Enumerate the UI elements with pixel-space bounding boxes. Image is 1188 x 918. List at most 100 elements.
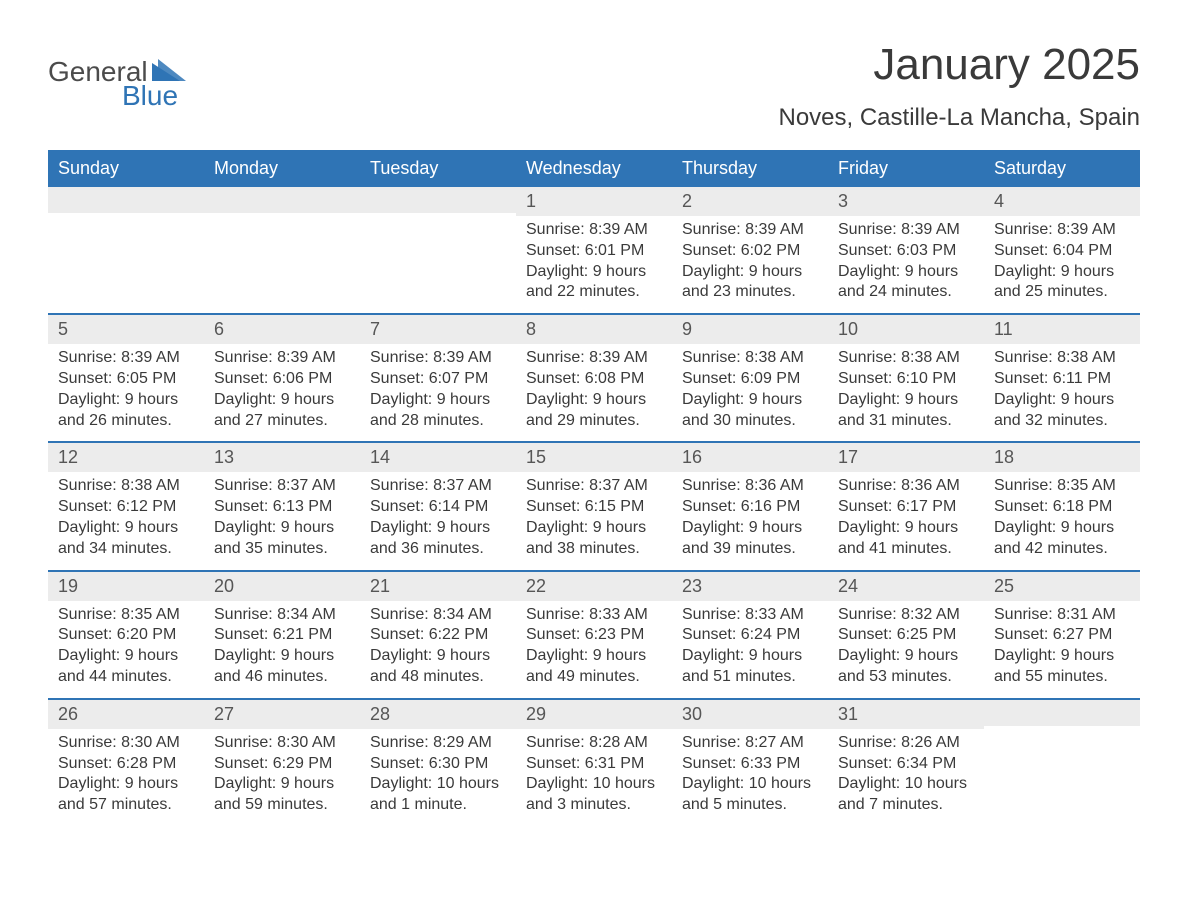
day-daylight1: Daylight: 9 hours xyxy=(994,646,1130,667)
day-daylight1: Daylight: 9 hours xyxy=(838,390,974,411)
day-sunrise: Sunrise: 8:36 AM xyxy=(682,476,818,497)
day-number: 20 xyxy=(204,572,360,601)
day-number: 13 xyxy=(204,443,360,472)
day-cell: 6Sunrise: 8:39 AMSunset: 6:06 PMDaylight… xyxy=(204,315,360,441)
day-number: 18 xyxy=(984,443,1140,472)
day-sunrise: Sunrise: 8:31 AM xyxy=(994,605,1130,626)
day-daylight1: Daylight: 9 hours xyxy=(994,518,1130,539)
day-sunrise: Sunrise: 8:28 AM xyxy=(526,733,662,754)
day-sunrise: Sunrise: 8:39 AM xyxy=(370,348,506,369)
day-body: Sunrise: 8:36 AMSunset: 6:17 PMDaylight:… xyxy=(828,472,984,569)
day-body: Sunrise: 8:35 AMSunset: 6:18 PMDaylight:… xyxy=(984,472,1140,569)
location: Noves, Castille-La Mancha, Spain xyxy=(778,104,1140,132)
day-body: Sunrise: 8:31 AMSunset: 6:27 PMDaylight:… xyxy=(984,601,1140,698)
day-sunset: Sunset: 6:23 PM xyxy=(526,625,662,646)
day-body: Sunrise: 8:38 AMSunset: 6:10 PMDaylight:… xyxy=(828,344,984,441)
day-number: 23 xyxy=(672,572,828,601)
day-sunrise: Sunrise: 8:37 AM xyxy=(214,476,350,497)
day-sunset: Sunset: 6:18 PM xyxy=(994,497,1130,518)
month-title: January 2025 xyxy=(778,40,1140,90)
day-number: 31 xyxy=(828,700,984,729)
day-daylight1: Daylight: 9 hours xyxy=(58,774,194,795)
day-number: 24 xyxy=(828,572,984,601)
day-body: Sunrise: 8:33 AMSunset: 6:24 PMDaylight:… xyxy=(672,601,828,698)
day-daylight2: and 38 minutes. xyxy=(526,539,662,560)
day-daylight2: and 27 minutes. xyxy=(214,411,350,432)
header: General Blue January 2025 Noves, Castill… xyxy=(48,40,1140,150)
day-sunset: Sunset: 6:08 PM xyxy=(526,369,662,390)
day-daylight1: Daylight: 9 hours xyxy=(682,390,818,411)
day-daylight1: Daylight: 9 hours xyxy=(994,390,1130,411)
weeks-container: 1 Sunrise: 8:39 AM Sunset: 6:01 PM Daylight… xyxy=(48,187,1140,826)
day-daylight1: Daylight: 9 hours xyxy=(370,390,506,411)
day-sunrise: Sunrise: 8:39 AM xyxy=(526,348,662,369)
day-sunrise: Sunrise: 8:37 AM xyxy=(526,476,662,497)
day-sunrise: Sunrise: 8:37 AM xyxy=(370,476,506,497)
day-sunrise: Sunrise: 8:39 AM xyxy=(682,220,818,241)
day-daylight2: and 25 minutes. xyxy=(994,282,1130,303)
day-sunrise: Sunrise: 8:34 AM xyxy=(370,605,506,626)
day-sunset: Sunset: 6:30 PM xyxy=(370,754,506,775)
day-sunrise: Sunrise: 8:33 AM xyxy=(682,605,818,626)
day-sunrise: Sunrise: 8:35 AM xyxy=(994,476,1130,497)
day-sunrise: Sunrise: 8:39 AM xyxy=(58,348,194,369)
day-daylight1: Daylight: 9 hours xyxy=(838,262,974,283)
day-number: 1 xyxy=(516,187,672,216)
dow-sunday: Sunday xyxy=(48,150,204,187)
day-cell xyxy=(984,700,1140,826)
day-number: 12 xyxy=(48,443,204,472)
day-daylight2: and 51 minutes. xyxy=(682,667,818,688)
day-sunrise: Sunrise: 8:26 AM xyxy=(838,733,974,754)
day-daylight1: Daylight: 9 hours xyxy=(682,646,818,667)
day-body: Sunrise: 8:39 AMSunset: 6:02 PMDaylight:… xyxy=(672,216,828,313)
day-body: Sunrise: 8:39 AMSunset: 6:08 PMDaylight:… xyxy=(516,344,672,441)
day-sunrise: Sunrise: 8:33 AM xyxy=(526,605,662,626)
day-daylight1: Daylight: 10 hours xyxy=(370,774,506,795)
day-body: Sunrise: 8:37 AMSunset: 6:15 PMDaylight:… xyxy=(516,472,672,569)
day-sunset: Sunset: 6:16 PM xyxy=(682,497,818,518)
day-cell: 9Sunrise: 8:38 AMSunset: 6:09 PMDaylight… xyxy=(672,315,828,441)
day-body: Sunrise: 8:33 AMSunset: 6:23 PMDaylight:… xyxy=(516,601,672,698)
day-daylight1: Daylight: 9 hours xyxy=(214,646,350,667)
day-sunset: Sunset: 6:15 PM xyxy=(526,497,662,518)
day-cell: 30Sunrise: 8:27 AMSunset: 6:33 PMDayligh… xyxy=(672,700,828,826)
day-daylight1: Daylight: 10 hours xyxy=(682,774,818,795)
day-sunset: Sunset: 6:11 PM xyxy=(994,369,1130,390)
day-cell: 27Sunrise: 8:30 AMSunset: 6:29 PMDayligh… xyxy=(204,700,360,826)
day-sunset: Sunset: 6:05 PM xyxy=(58,369,194,390)
week-row: 19Sunrise: 8:35 AMSunset: 6:20 PMDayligh… xyxy=(48,570,1140,698)
day-daylight2: and 29 minutes. xyxy=(526,411,662,432)
dow-saturday: Saturday xyxy=(984,150,1140,187)
day-cell: 16Sunrise: 8:36 AMSunset: 6:16 PMDayligh… xyxy=(672,443,828,569)
day-cell: 8Sunrise: 8:39 AMSunset: 6:08 PMDaylight… xyxy=(516,315,672,441)
day-body: Sunrise: 8:39 AMSunset: 6:06 PMDaylight:… xyxy=(204,344,360,441)
day-sunset: Sunset: 6:12 PM xyxy=(58,497,194,518)
day-daylight1: Daylight: 9 hours xyxy=(682,518,818,539)
day-daylight1: Daylight: 10 hours xyxy=(526,774,662,795)
day-body: Sunrise: 8:34 AMSunset: 6:21 PMDaylight:… xyxy=(204,601,360,698)
day-body: Sunrise: 8:26 AMSunset: 6:34 PMDaylight:… xyxy=(828,729,984,826)
day-sunset: Sunset: 6:33 PM xyxy=(682,754,818,775)
day-cell xyxy=(360,187,516,313)
day-daylight1: Daylight: 9 hours xyxy=(214,390,350,411)
day-body: Sunrise: 8:30 AMSunset: 6:28 PMDaylight:… xyxy=(48,729,204,826)
day-daylight2: and 35 minutes. xyxy=(214,539,350,560)
day-daylight2: and 32 minutes. xyxy=(994,411,1130,432)
day-sunset: Sunset: 6:01 PM xyxy=(526,241,662,262)
day-sunset: Sunset: 6:10 PM xyxy=(838,369,974,390)
day-number xyxy=(204,187,360,213)
day-cell: 14Sunrise: 8:37 AMSunset: 6:14 PMDayligh… xyxy=(360,443,516,569)
day-sunset: Sunset: 6:25 PM xyxy=(838,625,974,646)
day-cell: 11Sunrise: 8:38 AMSunset: 6:11 PMDayligh… xyxy=(984,315,1140,441)
brand-logo: General Blue xyxy=(48,40,186,110)
day-cell: 2Sunrise: 8:39 AMSunset: 6:02 PMDaylight… xyxy=(672,187,828,313)
day-body: Sunrise: 8:30 AMSunset: 6:29 PMDaylight:… xyxy=(204,729,360,826)
day-daylight2: and 59 minutes. xyxy=(214,795,350,816)
day-daylight1: Daylight: 9 hours xyxy=(58,646,194,667)
day-sunset: Sunset: 6:34 PM xyxy=(838,754,974,775)
day-sunset: Sunset: 6:07 PM xyxy=(370,369,506,390)
day-cell: 23Sunrise: 8:33 AMSunset: 6:24 PMDayligh… xyxy=(672,572,828,698)
dow-wednesday: Wednesday xyxy=(516,150,672,187)
day-cell: 17Sunrise: 8:36 AMSunset: 6:17 PMDayligh… xyxy=(828,443,984,569)
day-sunset: Sunset: 6:21 PM xyxy=(214,625,350,646)
